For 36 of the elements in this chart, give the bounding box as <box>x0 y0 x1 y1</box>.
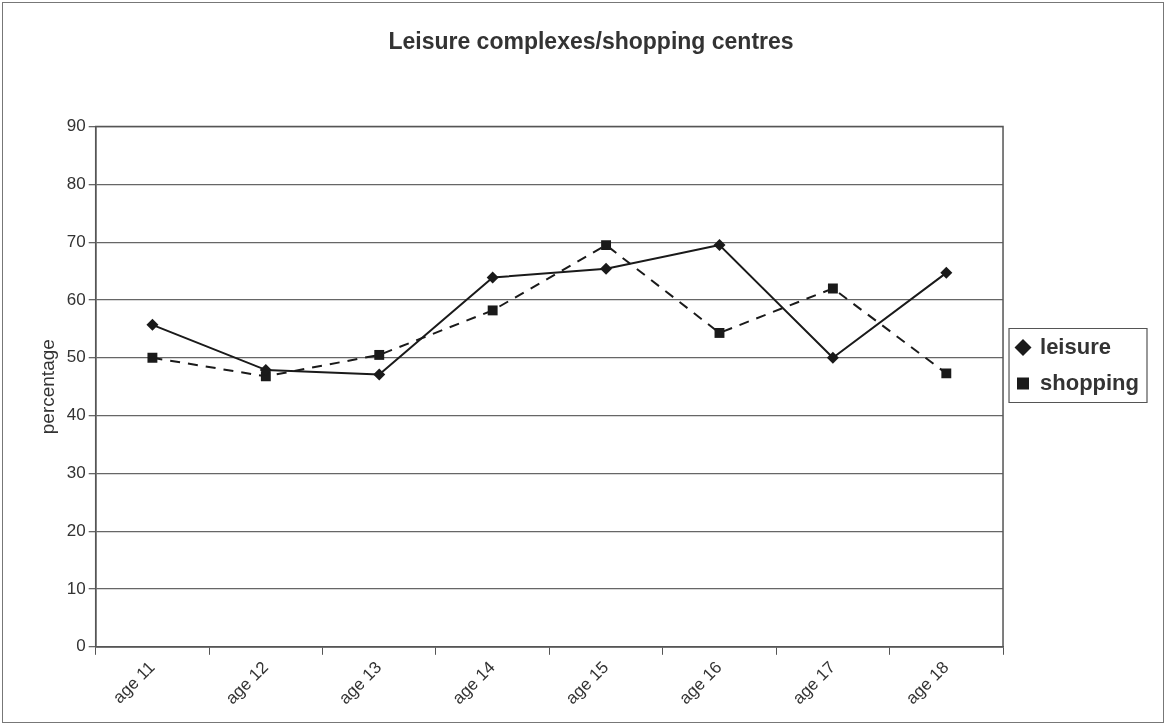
point <box>941 368 952 379</box>
legend-label: shopping <box>1040 369 1140 395</box>
legend-label: leisure <box>1040 333 1111 359</box>
x-tick-label: age 15 <box>562 657 613 708</box>
point <box>940 266 953 279</box>
x-tick-label: age 12 <box>221 657 272 708</box>
y-tick-label: 30 <box>66 463 86 483</box>
y-tick-label: 10 <box>66 578 86 598</box>
y-tick-label: 20 <box>66 520 86 540</box>
x-tick-label: age 18 <box>902 657 953 708</box>
y-tick-label: 0 <box>76 636 86 656</box>
y-axis-title: percentage <box>36 339 58 435</box>
x-tick-label: age 13 <box>335 657 386 708</box>
point <box>486 271 499 284</box>
y-tick-label: 40 <box>66 405 86 425</box>
x-tick-label: age 11 <box>109 657 159 708</box>
x-tick-label: age 17 <box>788 657 840 708</box>
point <box>714 328 725 338</box>
y-tick-label: 80 <box>66 174 86 194</box>
y-tick-label: 60 <box>66 289 86 309</box>
point <box>146 318 159 331</box>
point <box>826 351 839 364</box>
point <box>600 262 613 275</box>
point <box>373 368 386 381</box>
point <box>487 305 498 316</box>
point <box>601 240 612 251</box>
point <box>713 239 726 252</box>
point <box>147 352 158 363</box>
point <box>827 283 838 294</box>
y-tick-label: 70 <box>66 231 86 251</box>
x-tick-label: age 14 <box>448 657 499 708</box>
y-tick-label: 90 <box>66 116 86 136</box>
x-tick-label: age 16 <box>675 657 726 708</box>
chart-title: Leisure complexes/shopping centres <box>388 28 794 55</box>
point <box>374 349 385 360</box>
y-tick-label: 50 <box>66 347 86 367</box>
